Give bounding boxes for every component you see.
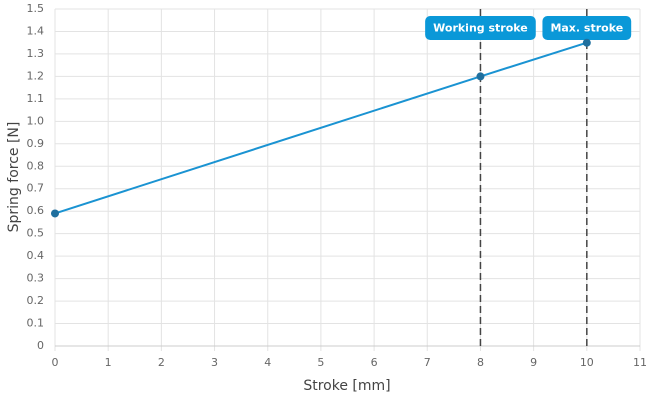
- x-tick-label: 0: [52, 356, 59, 369]
- x-tick-label: 6: [371, 356, 378, 369]
- x-tick-label: 7: [424, 356, 431, 369]
- y-axis-label: Spring force [N]: [6, 122, 22, 233]
- x-tick-label: 8: [477, 356, 484, 369]
- y-tick-label: 0.6: [27, 204, 45, 217]
- y-tick-label: 0.1: [27, 317, 45, 330]
- y-tick-label: 1.1: [27, 92, 45, 105]
- point: [51, 209, 59, 218]
- annotation-label: Working stroke: [425, 16, 536, 40]
- x-tick-label: 11: [633, 356, 647, 369]
- y-tick-label: 0.7: [27, 182, 45, 195]
- point: [476, 72, 485, 81]
- x-tick-label: 10: [580, 356, 594, 369]
- y-tick-label: 0: [37, 339, 44, 352]
- y-tick-label: 0.5: [27, 227, 45, 240]
- x-tick-label: 3: [211, 356, 218, 369]
- x-tick-label: 9: [530, 356, 537, 369]
- x-tick-label: 4: [264, 356, 271, 369]
- y-tick-label: 1.4: [27, 24, 45, 37]
- x-axis-label: Stroke [mm]: [303, 378, 390, 394]
- annotation-text: Working stroke: [433, 22, 528, 35]
- y-tick-label: 1.3: [27, 47, 45, 60]
- x-tick-label: 5: [317, 356, 324, 369]
- annotation-box: [425, 16, 536, 40]
- y-tick-label: 0.8: [27, 159, 45, 172]
- y-tick-label: 0.3: [27, 272, 45, 285]
- y-tick-label: 1.5: [27, 2, 45, 15]
- annotation-box: [542, 16, 632, 40]
- annotation-label: Max. stroke: [542, 16, 632, 40]
- y-tick-label: 0.4: [27, 249, 45, 262]
- y-tick-label: 1.2: [27, 69, 45, 82]
- point: [582, 38, 591, 47]
- y-tick-label: 0.9: [27, 137, 45, 150]
- y-tick-label: 1.0: [27, 114, 45, 127]
- x-tick-label: 2: [158, 356, 165, 369]
- annotation-text: Max. stroke: [550, 22, 623, 35]
- x-tick-label: 1: [105, 356, 112, 369]
- y-tick-label: 0.2: [27, 294, 45, 307]
